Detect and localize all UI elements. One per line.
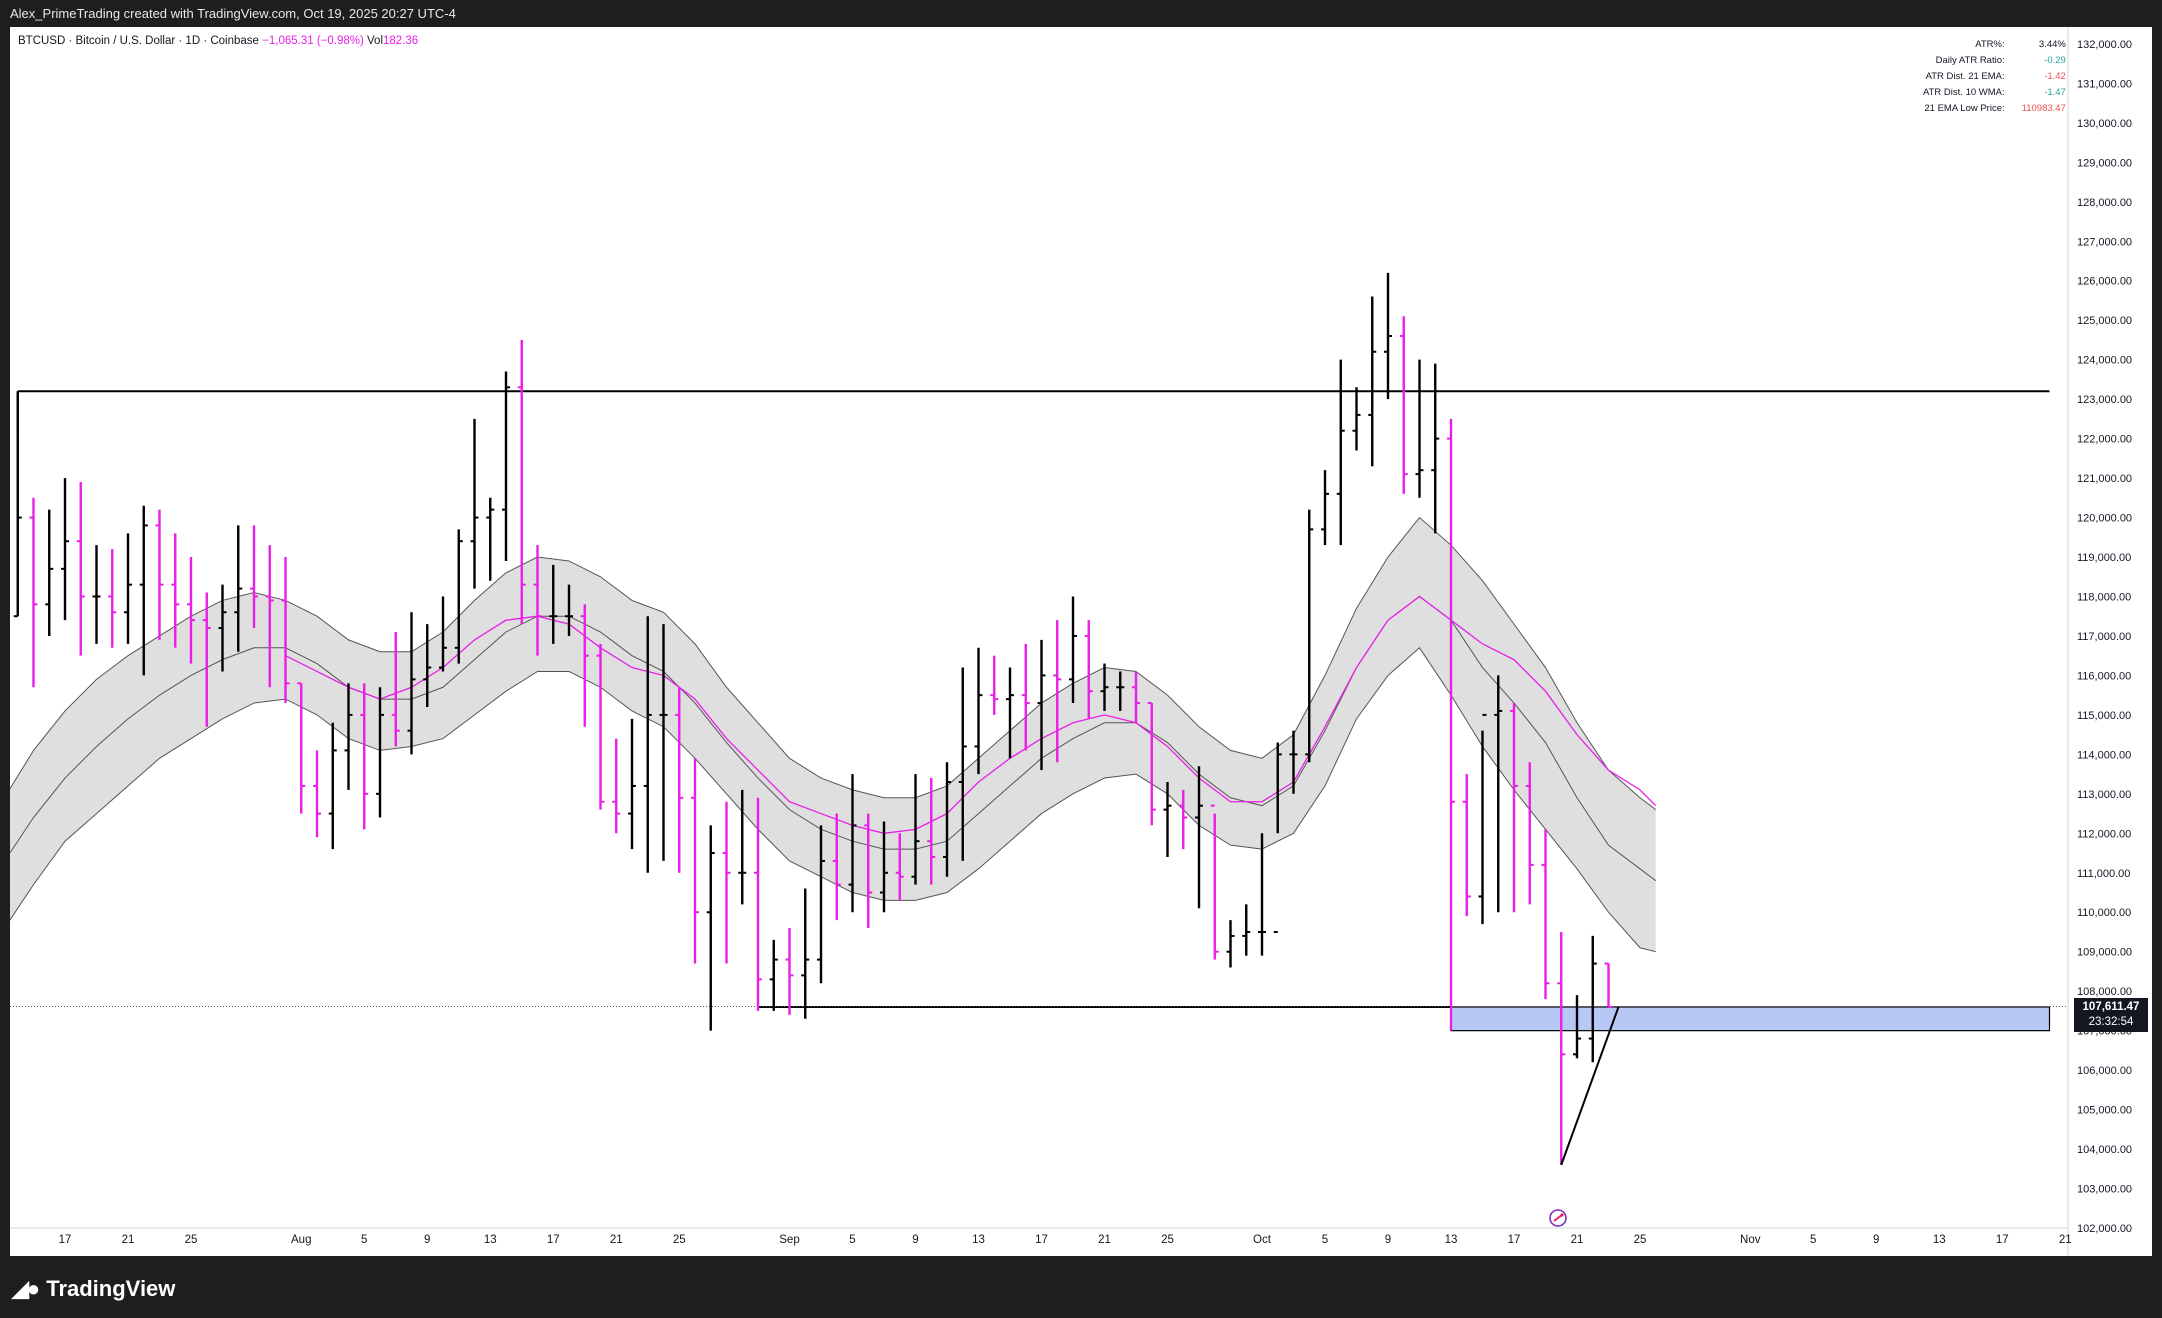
brand-name: TradingView (46, 1276, 176, 1301)
stats-value: -1.47 (2044, 86, 2066, 98)
last-price-badge: 107,611.47 23:32:54 (2074, 998, 2148, 1032)
x-tick-label: 25 (185, 1234, 198, 1246)
stats-label: 21 EMA Low Price: (1924, 102, 2005, 114)
y-tick-label: 103,000.00 (2077, 1184, 2132, 1196)
y-tick-label: 129,000.00 (2077, 157, 2132, 169)
trendline (1560, 1006, 1620, 1166)
x-tick-label: 17 (1996, 1234, 2009, 1246)
x-tick-label: 13 (972, 1234, 985, 1246)
y-tick-label: 111,000.00 (2077, 868, 2130, 880)
y-tick-label: 126,000.00 (2077, 276, 2132, 288)
stats-value: 110983.47 (2021, 102, 2066, 114)
x-tick-label: Oct (1253, 1234, 1272, 1246)
stats-label: ATR Dist. 10 WMA: (1923, 86, 2005, 98)
x-tick-label: 25 (1634, 1234, 1647, 1246)
x-tick-label: 21 (1571, 1234, 1584, 1246)
stats-row: ATR%: 3.44% (1920, 36, 2069, 52)
y-tick-label: 122,000.00 (2077, 434, 2132, 446)
x-tick-label: 21 (610, 1234, 623, 1246)
price-change: −1,065.31 (−0.98%) (262, 35, 364, 47)
x-tick-label: 9 (912, 1234, 918, 1246)
y-tick-label: 124,000.00 (2077, 355, 2132, 367)
x-tick-label: 21 (1098, 1234, 1111, 1246)
x-tick-label: 17 (547, 1234, 560, 1246)
x-tick-label: 9 (1385, 1234, 1391, 1246)
x-tick-label: 17 (1508, 1234, 1521, 1246)
x-tick-label: 9 (424, 1234, 430, 1246)
x-tick-label: 13 (484, 1234, 497, 1246)
y-tick-label: 127,000.00 (2077, 236, 2132, 248)
band-upper-line (10, 516, 1657, 811)
price-chart[interactable]: 132,000.00 131,000.00 130,000.00 129,000.00… (10, 27, 2152, 1256)
y-tick-label: 132,000.00 (2077, 39, 2132, 51)
x-tick-label: 21 (122, 1234, 135, 1246)
x-tick-label: 25 (673, 1234, 686, 1246)
stats-value: -1.42 (2044, 70, 2066, 82)
y-tick-label: 109,000.00 (2077, 947, 2132, 959)
tradingview-logo-icon: ◢● (12, 1276, 40, 1301)
y-tick-label: 108,000.00 (2077, 986, 2132, 998)
x-tick-label: 5 (361, 1234, 367, 1246)
y-tick-label: 114,000.00 (2077, 749, 2131, 761)
y-tick-label: 117,000.00 (2077, 631, 2131, 643)
y-tick-label: 121,000.00 (2077, 473, 2132, 485)
symbol-title[interactable]: BTCUSD · Bitcoin / U.S. Dollar · 1D · Co… (18, 35, 259, 47)
stats-row: 21 EMA Low Price: 110983.47 (1920, 100, 2069, 116)
stats-label: ATR%: (1975, 38, 2005, 50)
x-tick-label: Nov (1740, 1234, 1761, 1246)
x-tick-label: 17 (1035, 1234, 1048, 1246)
x-tick-label: Sep (779, 1234, 799, 1246)
y-tick-label: 125,000.00 (2077, 315, 2132, 327)
y-tick-label: 110,000.00 (2077, 907, 2131, 919)
stats-row: ATR Dist. 10 WMA: -1.47 (1920, 84, 2069, 100)
support-zone (1450, 1006, 2051, 1032)
y-tick-label: 115,000.00 (2077, 710, 2131, 722)
y-tick-label: 123,000.00 (2077, 394, 2132, 406)
tradingview-logo[interactable]: ◢● TradingView (12, 1276, 175, 1302)
x-tick-label: 17 (59, 1234, 72, 1246)
y-tick-label: 131,000.00 (2077, 78, 2132, 90)
keltner-band-fill (10, 517, 1656, 952)
y-tick-label: 102,000.00 (2077, 1223, 2132, 1235)
chart-panel[interactable]: 132,000.00 131,000.00 130,000.00 129,000.00… (10, 27, 2152, 1256)
top-bar: Alex_PrimeTrading created with TradingVi… (0, 0, 2162, 28)
y-tick-label: 116,000.00 (2077, 670, 2131, 682)
stats-label: ATR Dist. 21 EMA: (1925, 70, 2005, 82)
y-tick-label: 106,000.00 (2077, 1065, 2132, 1077)
y-tick-label: 119,000.00 (2077, 552, 2131, 564)
ema-21-line (285, 595, 1657, 834)
volume-value: 182.36 (383, 35, 419, 47)
y-tick-label: 130,000.00 (2077, 118, 2132, 130)
stats-label: Daily ATR Ratio: (1935, 54, 2005, 66)
magic-wand-icon[interactable] (1547, 1207, 1569, 1229)
x-tick-label: 13 (1933, 1234, 1946, 1246)
volume-label: Vol (367, 35, 384, 47)
y-tick-label: 120,000.00 (2077, 513, 2132, 525)
x-tick-label: 5 (1810, 1234, 1816, 1246)
y-tick-label: 113,000.00 (2077, 789, 2131, 801)
y-tick-label: 105,000.00 (2077, 1105, 2132, 1117)
stats-value: -0.29 (2044, 54, 2066, 66)
x-tick-label: 13 (1445, 1234, 1458, 1246)
x-tick-label: 5 (849, 1234, 855, 1246)
x-tick-label: 25 (1161, 1234, 1174, 1246)
y-tick-label: 112,000.00 (2077, 828, 2131, 840)
stats-row: Daily ATR Ratio: -0.29 (1920, 52, 2069, 68)
symbol-legend[interactable]: BTCUSD · Bitcoin / U.S. Dollar · 1D · Co… (18, 35, 418, 47)
y-tick-label: 104,000.00 (2077, 1144, 2132, 1156)
atr-stats-table: ATR%: 3.44% Daily ATR Ratio: -0.29 ATR Dis… (1920, 36, 2069, 116)
chart-credit: Alex_PrimeTrading created with TradingVi… (10, 6, 456, 21)
stats-value: 3.44% (2038, 38, 2066, 50)
stats-row: ATR Dist. 21 EMA: -1.42 (1920, 68, 2069, 84)
x-tick-label: Aug (291, 1234, 311, 1246)
y-tick-label: 128,000.00 (2077, 197, 2132, 209)
x-tick-label: 21 (2059, 1234, 2072, 1246)
x-tick-label: 5 (1322, 1234, 1328, 1246)
bar-countdown: 23:32:54 (2088, 1016, 2134, 1028)
y-tick-label: 118,000.00 (2077, 591, 2131, 603)
footer-bar (0, 1256, 2162, 1318)
last-price: 107,611.47 (2082, 1001, 2140, 1013)
x-tick-label: 9 (1873, 1234, 1879, 1246)
